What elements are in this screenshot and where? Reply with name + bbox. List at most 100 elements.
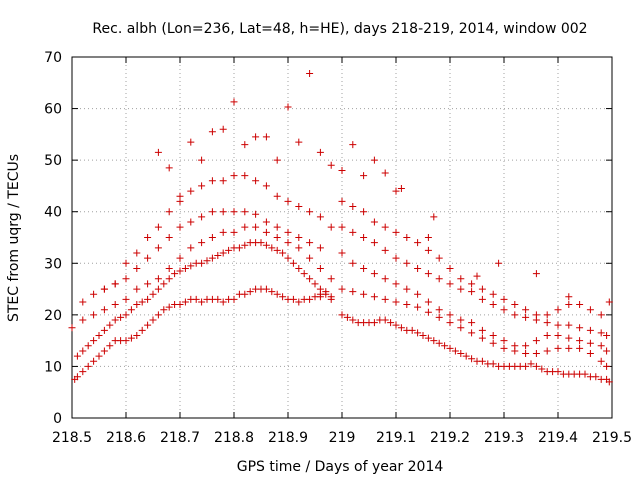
data-point [165, 164, 173, 172]
data-point [473, 272, 481, 280]
data-point [133, 301, 141, 309]
data-point [284, 228, 292, 236]
x-tick-label: 219.5 [592, 430, 632, 446]
data-point [160, 280, 168, 288]
data-point [441, 342, 449, 350]
y-tick-label: 60 [44, 102, 62, 118]
data-point [154, 275, 162, 283]
data-point [111, 301, 119, 309]
data-point [154, 285, 162, 293]
data-point [370, 319, 378, 327]
data-point [262, 228, 270, 236]
data-point [489, 290, 497, 298]
data-point [424, 308, 432, 316]
data-point [349, 203, 357, 211]
data-point [532, 311, 540, 319]
data-point [554, 368, 562, 376]
data-point [370, 293, 378, 301]
data-point [79, 368, 87, 376]
data-point [106, 321, 114, 329]
data-point [144, 254, 152, 262]
data-point [462, 352, 470, 360]
data-point [446, 280, 454, 288]
data-point [225, 246, 233, 254]
data-point [446, 311, 454, 319]
data-point [597, 357, 605, 365]
data-point [500, 344, 508, 352]
x-tick-labels: 218.5 218.6 218.7 218.8 218.9 219 219.1 219.2 21… [52, 430, 632, 446]
data-point [522, 350, 530, 358]
data-point [127, 306, 135, 314]
data-point [273, 290, 281, 298]
data-point [295, 264, 303, 272]
data-point [370, 239, 378, 247]
data-point [430, 337, 438, 345]
data-point [576, 337, 584, 345]
data-point [176, 254, 184, 262]
data-point [214, 295, 222, 303]
data-point [144, 280, 152, 288]
data-point [489, 360, 497, 368]
data-point [392, 187, 400, 195]
data-point [414, 303, 422, 311]
data-point [219, 177, 227, 185]
data-point [468, 288, 476, 296]
data-point [603, 347, 611, 355]
data-point [381, 295, 389, 303]
data-point [543, 311, 551, 319]
data-point [262, 285, 270, 293]
data-point [424, 234, 432, 241]
data-point [311, 280, 319, 288]
data-points [68, 70, 613, 386]
data-point [203, 257, 211, 265]
data-point [316, 293, 324, 301]
data-point [370, 270, 378, 278]
data-point [90, 290, 98, 298]
data-point [144, 295, 152, 303]
data-point [532, 337, 540, 345]
data-point [176, 301, 184, 309]
data-point [133, 249, 141, 257]
data-point [435, 254, 443, 262]
data-point [392, 280, 400, 288]
data-point [73, 373, 81, 381]
data-point [360, 290, 368, 298]
data-point [284, 254, 292, 262]
data-point [586, 339, 594, 347]
data-point [522, 362, 530, 370]
data-point [214, 252, 222, 260]
data-point [90, 311, 98, 319]
x-axis-label: GPS time / Days of year 2014 [237, 459, 444, 475]
x-tick-label: 219.4 [538, 430, 578, 446]
data-point [586, 326, 594, 334]
data-point [219, 208, 227, 216]
data-point [576, 301, 584, 309]
data-point [192, 295, 200, 303]
data-point [198, 182, 206, 190]
data-point [306, 254, 314, 262]
data-point [522, 313, 530, 321]
data-point [154, 244, 162, 252]
gridlines [72, 57, 612, 418]
data-point [478, 326, 486, 334]
data-point [187, 138, 195, 146]
data-point [273, 156, 281, 164]
data-point [500, 337, 508, 345]
data-point [554, 306, 562, 314]
data-point [84, 362, 92, 370]
data-point [554, 344, 562, 352]
data-point [403, 234, 411, 241]
data-point [360, 208, 368, 216]
data-point [478, 285, 486, 293]
x-tick-label: 219.1 [376, 430, 416, 446]
data-point [495, 259, 503, 267]
data-point [295, 244, 303, 252]
data-point [252, 223, 260, 231]
data-point [171, 270, 179, 278]
data-point [424, 270, 432, 278]
data-point [219, 125, 227, 133]
data-point [468, 329, 476, 337]
data-point [230, 295, 238, 303]
data-point [316, 285, 324, 293]
data-point [565, 293, 573, 301]
